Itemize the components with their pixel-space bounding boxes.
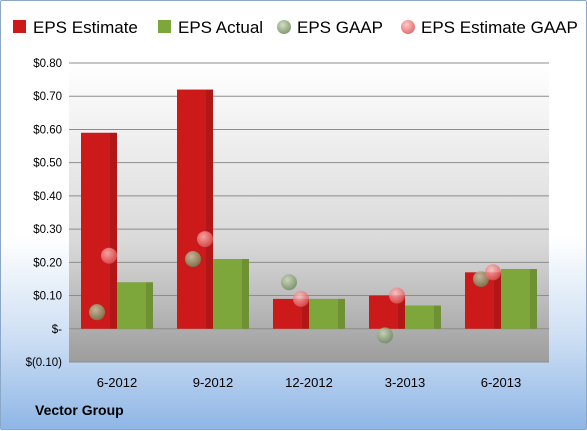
marker-eps-gaap-12-2012 [281, 274, 297, 291]
y-tick-label: $0.80 [33, 58, 62, 70]
legend-label: EPS Estimate GAAP [421, 18, 578, 37]
legend-item-eps-estimate-gaap: EPS Estimate GAAP [401, 18, 578, 37]
x-axis-categories: 6-2012 9-2012 12-2012 3-2013 6-2013 [97, 375, 521, 390]
legend-item-eps-estimate: EPS Estimate [13, 18, 138, 37]
y-tick-label: $0.70 [33, 91, 62, 103]
legend-swatch [401, 20, 415, 34]
legend-label: EPS Actual [178, 18, 263, 37]
x-category-label: 9-2012 [193, 375, 233, 390]
markers [89, 231, 501, 344]
y-tick-label: $0.60 [33, 124, 62, 136]
legend-label: EPS GAAP [297, 18, 383, 37]
y-tick-label: $0.20 [33, 257, 62, 269]
legend-swatch [158, 20, 171, 33]
bar-eps-actual-3-2013 [405, 305, 441, 329]
bars [81, 89, 537, 329]
x-category-label: 6-2012 [97, 375, 137, 390]
y-axis-ticks: $0.80 $0.70 $0.60 $0.50 $0.40 $0.30 $0.20 $0.10… [26, 58, 63, 369]
marker-eps-estimate-gaap-3-2013 [389, 287, 405, 304]
marker-eps-gaap-3-2013 [377, 327, 393, 344]
bar-eps-actual-9-2012 [213, 259, 249, 329]
y-tick-label: $- [52, 324, 62, 336]
legend-label: EPS Estimate [33, 18, 138, 37]
x-category-label: 6-2013 [481, 375, 521, 390]
bar-eps-estimate-9-2012 [177, 89, 213, 329]
marker-eps-gaap-9-2012 [185, 251, 201, 268]
bar-eps-actual-12-2012 [309, 298, 345, 329]
marker-eps-estimate-gaap-12-2012 [293, 290, 309, 307]
y-tick-label: $0.50 [33, 158, 62, 170]
bar-eps-actual-6-2012 [117, 282, 153, 329]
marker-eps-gaap-6-2013 [473, 270, 489, 287]
x-category-label: 12-2012 [285, 375, 333, 390]
company-label: Vector Group [35, 402, 124, 418]
legend: EPS Estimate EPS Actual EPS GAAP EPS Estima… [13, 18, 578, 37]
legend-swatch [13, 20, 26, 33]
bar-eps-actual-6-2013 [501, 268, 537, 329]
marker-eps-estimate-gaap-9-2012 [197, 231, 213, 248]
bar-eps-estimate-6-2012 [81, 132, 117, 329]
y-tick-label: $0.30 [33, 224, 62, 236]
legend-swatch [277, 20, 291, 34]
marker-eps-gaap-6-2012 [89, 304, 105, 321]
y-tick-label: $(0.10) [26, 357, 63, 369]
y-tick-label: $0.40 [33, 191, 62, 203]
marker-eps-estimate-gaap-6-2013 [485, 264, 501, 281]
x-category-label: 3-2013 [385, 375, 425, 390]
legend-item-eps-actual: EPS Actual [158, 18, 263, 37]
marker-eps-estimate-gaap-6-2012 [101, 247, 117, 264]
y-tick-label: $0.10 [33, 291, 62, 303]
legend-item-eps-gaap: EPS GAAP [277, 18, 383, 37]
